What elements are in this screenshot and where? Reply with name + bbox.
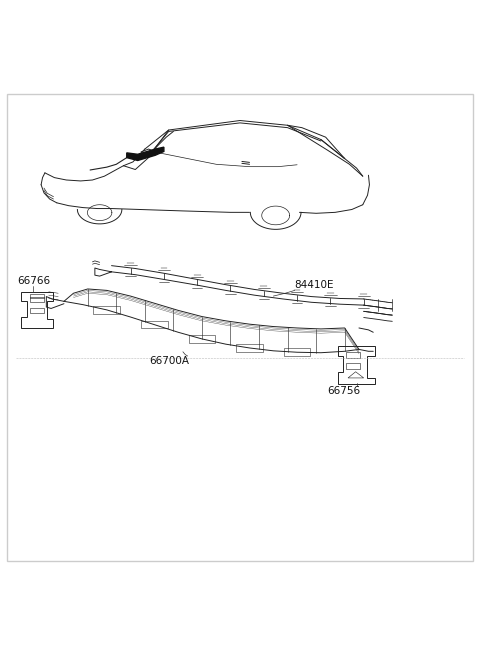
Text: 66756: 66756 [327,386,360,396]
Polygon shape [127,147,164,160]
Text: 84410E: 84410E [295,280,334,290]
Text: 66766: 66766 [17,276,50,286]
Text: 66700A: 66700A [150,356,190,366]
